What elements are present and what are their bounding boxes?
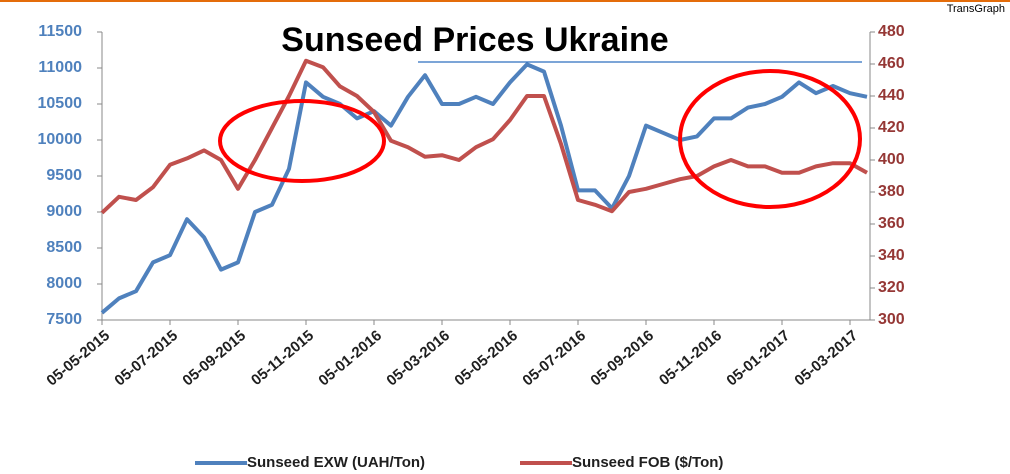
y-tick-label: 9500	[46, 167, 82, 184]
y-tick-label: 8500	[46, 239, 82, 256]
y2-tick-label: 320	[878, 279, 905, 296]
legend-label: Sunseed EXW (UAH/Ton)	[247, 454, 425, 471]
source-label: TransGraph	[947, 3, 1005, 15]
series-line	[100, 62, 868, 315]
y2-tick-label: 400	[878, 151, 905, 168]
y2-tick-label: 380	[878, 183, 905, 200]
y-tick-label: 10500	[38, 95, 83, 112]
y-tick-label: 8000	[46, 275, 82, 292]
y2-tick-label: 440	[878, 87, 905, 104]
y2-tick-label: 420	[878, 119, 905, 136]
highlight-ellipse	[218, 99, 386, 183]
y-tick-label: 11500	[38, 23, 82, 40]
y2-tick-label: 460	[878, 55, 905, 72]
series-line	[100, 58, 868, 215]
y2-tick-label: 300	[878, 311, 905, 328]
y-tick-label: 9000	[46, 203, 82, 220]
legend-label: Sunseed FOB ($/Ton)	[572, 454, 723, 471]
y2-tick-label: 340	[878, 247, 905, 264]
highlight-ellipse	[678, 69, 862, 209]
y-tick-label: 7500	[46, 311, 82, 328]
y-tick-label: 10000	[38, 131, 83, 148]
y2-tick-label: 480	[878, 23, 905, 40]
y2-tick-label: 360	[878, 215, 905, 232]
chart-title: Sunseed Prices Ukraine	[281, 21, 668, 59]
y-tick-label: 11000	[38, 59, 82, 76]
